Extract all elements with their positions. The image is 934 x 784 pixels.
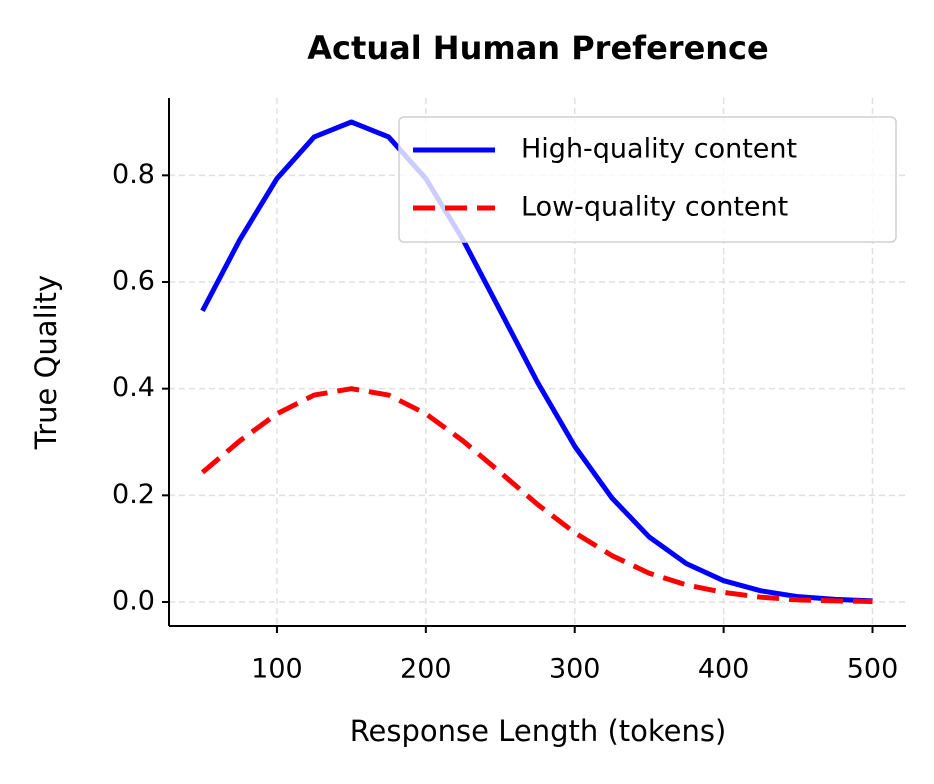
- legend-label: Low-quality content: [521, 192, 788, 223]
- y-axis-label: True Quality: [29, 275, 63, 450]
- data-line: [200, 386, 873, 604]
- x-axis-label: Response Length (tokens): [350, 714, 727, 748]
- y-tick-label: 0.4: [112, 372, 155, 403]
- y-tick-label: 0.8: [112, 159, 155, 190]
- data-line: [200, 119, 873, 604]
- x-tick-label: 100: [251, 654, 303, 685]
- x-tick-label: 200: [400, 654, 452, 685]
- y-tick-label: 0.0: [112, 586, 155, 617]
- legend: High-quality content Low-quality content: [398, 116, 897, 243]
- y-tick-label: 0.6: [112, 266, 155, 297]
- chart-title: Actual Human Preference: [307, 29, 768, 67]
- x-tick-label: 400: [698, 654, 750, 685]
- legend-label: High-quality content: [521, 134, 797, 165]
- y-tick-label: 0.2: [112, 479, 155, 510]
- x-tick-label: 500: [847, 654, 899, 685]
- x-tick-label: 300: [549, 654, 601, 685]
- legend-box: [398, 116, 897, 243]
